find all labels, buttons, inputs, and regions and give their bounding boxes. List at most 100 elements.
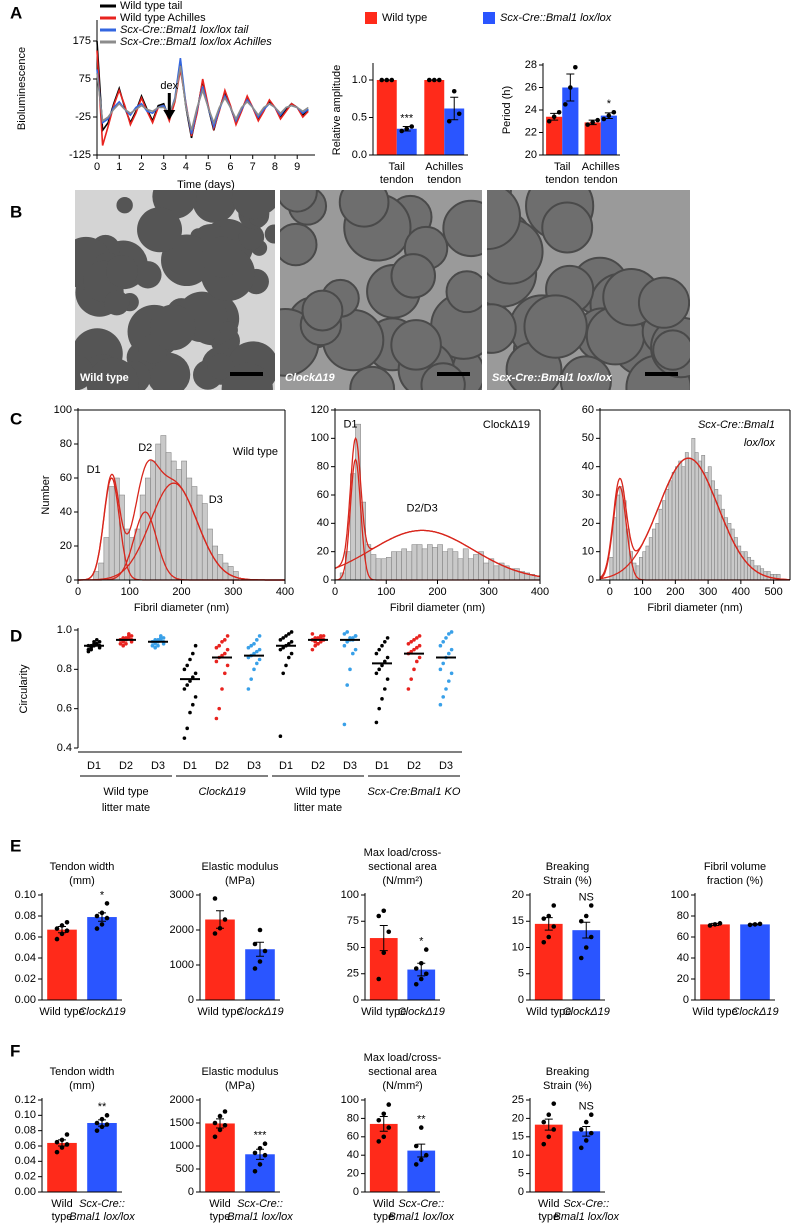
x-tick-label: Wild type bbox=[197, 1006, 242, 1018]
data-point bbox=[220, 653, 224, 658]
x-tick-label: Wild type bbox=[361, 1006, 406, 1018]
histogram-bar bbox=[658, 508, 663, 581]
histogram-bar bbox=[380, 558, 387, 581]
data-point bbox=[381, 908, 387, 914]
y-tick-label: 3000 bbox=[170, 889, 194, 901]
y-tick-label: 175 bbox=[73, 35, 91, 47]
data-point bbox=[97, 640, 102, 644]
y-axis-label: Period (h) bbox=[501, 86, 513, 134]
y-tick-label: 0.02 bbox=[15, 1171, 36, 1183]
bar bbox=[87, 917, 117, 1000]
y-axis-label: Bioluminescence bbox=[16, 47, 28, 130]
data-point bbox=[222, 1109, 228, 1114]
significance-label: *** bbox=[400, 112, 414, 124]
histogram-bar bbox=[386, 557, 392, 581]
y-tick-label: 100 bbox=[671, 889, 689, 901]
data-point bbox=[380, 663, 384, 668]
data-point bbox=[217, 706, 221, 711]
x-tick-label: tendon bbox=[427, 174, 461, 186]
data-point bbox=[546, 118, 552, 124]
data-point bbox=[254, 661, 259, 666]
y-tick-label: 0.08 bbox=[15, 910, 36, 922]
data-point bbox=[386, 929, 392, 935]
y-tick-label: 0.4 bbox=[57, 742, 72, 754]
histogram-bar bbox=[704, 472, 709, 581]
data-point bbox=[747, 922, 753, 928]
chart-title: Tendon width bbox=[50, 861, 115, 873]
data-point bbox=[64, 1132, 70, 1137]
histogram-bar bbox=[483, 562, 489, 581]
chart-title: ClockΔ19 bbox=[483, 419, 530, 431]
data-point bbox=[188, 679, 192, 683]
group-label: litter mate bbox=[294, 802, 342, 814]
histogram-bar bbox=[612, 517, 617, 581]
fibril bbox=[559, 355, 612, 390]
histogram-bar bbox=[766, 571, 771, 581]
data-point bbox=[351, 651, 355, 656]
data-point bbox=[99, 910, 105, 916]
histogram-bar bbox=[668, 480, 673, 581]
bar bbox=[396, 128, 417, 155]
fibril bbox=[150, 304, 196, 351]
data-point bbox=[551, 903, 557, 908]
bar bbox=[600, 115, 617, 155]
data-point bbox=[212, 896, 218, 901]
data-point bbox=[383, 659, 387, 664]
y-tick-label: 40 bbox=[347, 1149, 359, 1161]
histogram-bar bbox=[462, 548, 469, 581]
fibril bbox=[390, 253, 437, 299]
data-point bbox=[287, 632, 291, 636]
histogram-bar bbox=[473, 554, 479, 581]
group-label: Wild type bbox=[295, 786, 340, 798]
data-point bbox=[345, 640, 350, 644]
data-point bbox=[182, 667, 187, 672]
data-point bbox=[595, 117, 600, 123]
data-point bbox=[217, 1127, 223, 1133]
fibril bbox=[231, 190, 275, 220]
x-tick-label: D3 bbox=[439, 760, 453, 772]
significance-label: * bbox=[419, 936, 424, 948]
data-point bbox=[380, 643, 384, 648]
data-point bbox=[578, 918, 584, 924]
legend-swatch bbox=[365, 12, 377, 24]
data-point bbox=[380, 697, 384, 701]
histogram-bar bbox=[411, 544, 418, 581]
y-tick-label: 20 bbox=[60, 540, 72, 552]
data-point bbox=[193, 671, 198, 676]
chart-title: Tendon width bbox=[50, 1066, 115, 1078]
error-bar bbox=[379, 1116, 388, 1132]
bar bbox=[47, 1142, 77, 1192]
x-tick-label: ClockΔ19 bbox=[78, 1006, 125, 1018]
chart-title: fraction (%) bbox=[707, 875, 763, 887]
y-tick-label: 100 bbox=[341, 889, 359, 901]
data-point bbox=[436, 77, 442, 83]
data-point bbox=[287, 655, 291, 660]
histogram-bar bbox=[432, 547, 438, 581]
chart-title: Breaking bbox=[546, 1066, 589, 1078]
y-tick-label: -25 bbox=[75, 111, 91, 123]
fit-sum-curve bbox=[334, 437, 541, 578]
y-tick-label: 1000 bbox=[170, 1140, 194, 1152]
data-point bbox=[278, 734, 283, 738]
x-tick-label: 8 bbox=[272, 161, 278, 173]
y-tick-label: 0.12 bbox=[15, 1094, 36, 1106]
significance-label: * bbox=[607, 98, 612, 110]
x-tick-label: Bmal1 lox/lox bbox=[554, 1211, 620, 1223]
data-point bbox=[568, 85, 573, 90]
fibril bbox=[652, 329, 690, 371]
data-point bbox=[225, 647, 230, 652]
y-tick-label: 15 bbox=[512, 915, 524, 927]
histogram-bar bbox=[160, 435, 167, 581]
bar bbox=[546, 116, 563, 155]
x-tick-label: Scx-Cre:: bbox=[237, 1198, 283, 1210]
data-point bbox=[59, 931, 65, 937]
x-tick-label: Bmal1 lox/lox bbox=[227, 1211, 293, 1223]
image-label: Wild type bbox=[80, 372, 129, 384]
data-point bbox=[156, 643, 160, 648]
data-point bbox=[99, 1116, 105, 1122]
histogram-bar bbox=[427, 544, 433, 581]
y-tick-label: 0 bbox=[353, 994, 359, 1006]
data-point bbox=[413, 1143, 419, 1149]
data-point bbox=[606, 113, 612, 118]
